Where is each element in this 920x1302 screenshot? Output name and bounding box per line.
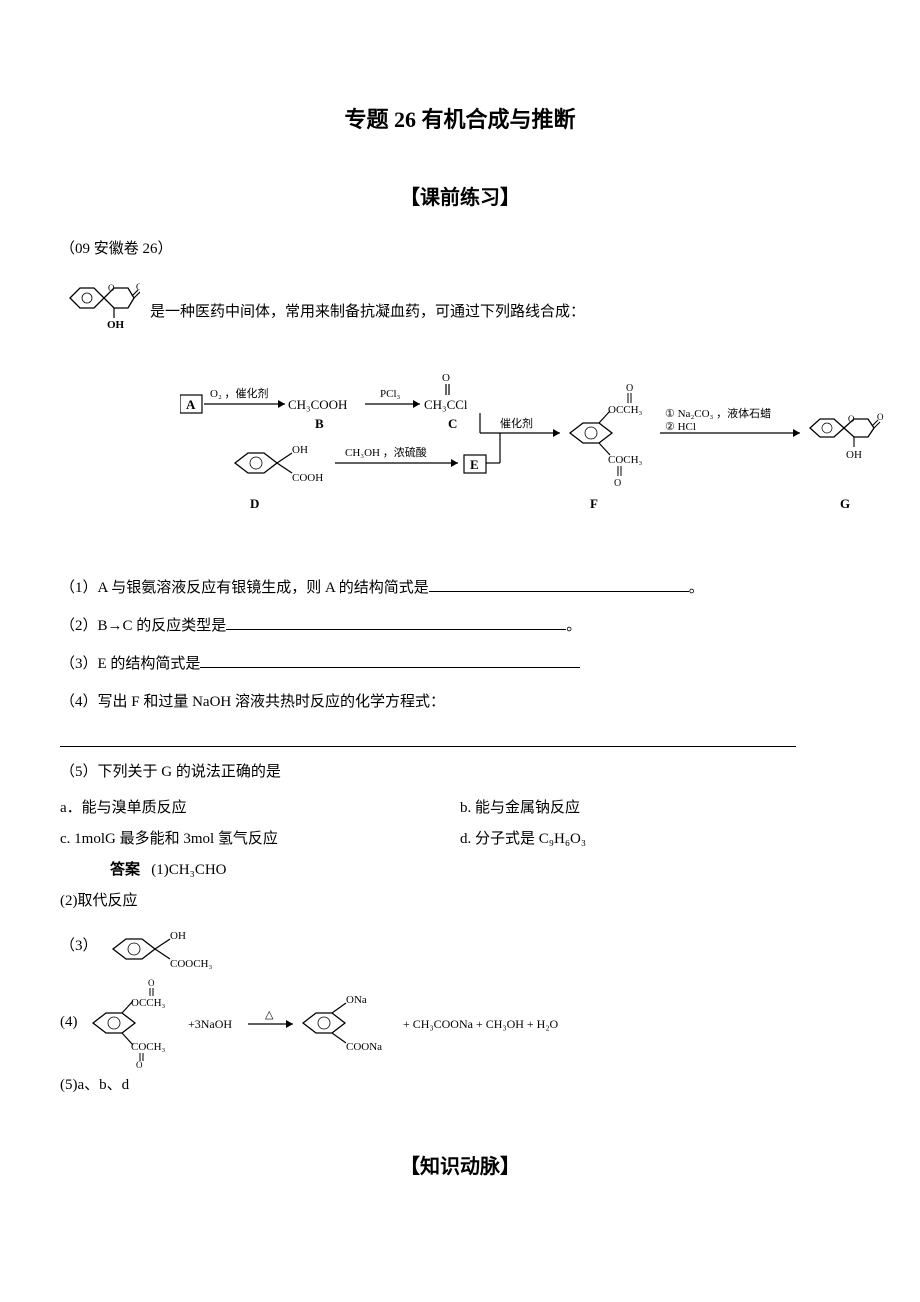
- option-b: b. 能与金属钠反应: [460, 795, 860, 822]
- svg-text:O: O: [136, 1060, 143, 1068]
- svg-text:E: E: [470, 457, 479, 472]
- answer-5: (5)a、b、d: [60, 1072, 860, 1099]
- question-5: （5）下列关于 G 的说法正确的是: [60, 757, 860, 787]
- svg-text:COCH₃: COCH₃: [608, 454, 643, 466]
- option-a: a．能与溴单质反应: [60, 795, 460, 822]
- section-knowledge: 【知识动脉】: [60, 1149, 860, 1185]
- svg-text:O: O: [108, 283, 115, 293]
- section-preclass: 【课前练习】: [60, 180, 860, 216]
- intro-text: 是一种医药中间体，常用来制备抗凝血药，可通过下列路线合成：: [150, 299, 585, 326]
- question-4: （4）写出 F 和过量 NaOH 溶液共热时反应的化学方程式：: [60, 687, 860, 717]
- svg-text:COOH: COOH: [292, 472, 323, 484]
- blank-long-q4: [60, 727, 796, 746]
- source-reference: （09 安徽卷 26）: [60, 236, 860, 263]
- answer-4-row: (4) O OCCH₃ COCH₃ O +3NaOH △ ONa COONa +…: [60, 978, 860, 1068]
- answer-4-equation-icon: O OCCH₃ COCH₃ O +3NaOH △ ONa COONa + CH₃…: [78, 978, 638, 1068]
- answer-label: 答案: [110, 862, 140, 878]
- svg-text:O₂ ，催化剂: O₂ ，催化剂: [210, 386, 269, 400]
- option-c: c. 1molG 最多能和 3mol 氢气反应: [60, 826, 460, 853]
- svg-text:D: D: [250, 496, 259, 511]
- reaction-scheme: A O₂ ，催化剂 CH₃COOH B PCl₃ O CH₃CCl C OH C…: [180, 373, 860, 544]
- svg-text:OCCH₃: OCCH₃: [608, 404, 643, 416]
- answer-3-label: （3）: [60, 933, 98, 960]
- svg-text:COOCH₃: COOCH₃: [170, 958, 213, 970]
- svg-text:+3NaOH: +3NaOH: [188, 1017, 232, 1031]
- svg-text:△: △: [265, 1009, 274, 1021]
- svg-text:O: O: [148, 978, 155, 988]
- svg-text:CH₃OH ，浓硫酸: CH₃OH ，浓硫酸: [345, 445, 427, 459]
- svg-text:C: C: [448, 416, 457, 431]
- svg-text:催化剂: 催化剂: [500, 416, 533, 430]
- options-row-1: a．能与溴单质反应 b. 能与金属钠反应: [60, 795, 860, 822]
- question-1: （1）A 与银氨溶液反应有银镜生成，则 A 的结构简式是。: [60, 573, 860, 603]
- svg-text:B: B: [315, 416, 324, 431]
- answer-2: (2)取代反应: [60, 888, 860, 915]
- question-2: （2）B→C 的反应类型是。: [60, 611, 860, 641]
- svg-text:COCH₃: COCH₃: [131, 1041, 166, 1053]
- svg-text:OCCH₃: OCCH₃: [131, 997, 166, 1009]
- svg-text:O: O: [626, 383, 633, 394]
- svg-text:② HCl: ② HCl: [665, 421, 696, 433]
- svg-text:OH: OH: [292, 444, 308, 456]
- svg-text:O: O: [614, 478, 621, 489]
- svg-text:O: O: [848, 414, 855, 424]
- intro-molecule-icon: O O OH: [60, 278, 140, 348]
- svg-text:O: O: [877, 412, 884, 422]
- svg-text:G: G: [840, 496, 850, 511]
- answer-4-label: (4): [60, 1009, 78, 1036]
- svg-text:F: F: [590, 496, 598, 511]
- svg-text:O: O: [442, 373, 450, 384]
- main-title: 专题 26 有机合成与推断: [60, 100, 860, 140]
- svg-text:COONa: COONa: [346, 1041, 382, 1053]
- svg-text:O: O: [136, 282, 140, 292]
- answer-1: (1)CH₃CHO: [151, 862, 226, 878]
- svg-text:A: A: [186, 397, 196, 412]
- question-3: （3）E 的结构简式是: [60, 649, 860, 679]
- option-d: d. 分子式是 C₉H₆O₃: [460, 826, 860, 853]
- intro-line: O O OH 是一种医药中间体，常用来制备抗凝血药，可通过下列路线合成：: [60, 278, 860, 348]
- svg-text:PCl₃: PCl₃: [380, 388, 401, 400]
- svg-text:OH: OH: [107, 319, 125, 331]
- svg-text:OH: OH: [846, 449, 862, 461]
- svg-text:+ CH₃COONa + CH₃OH + H₂O: + CH₃COONa + CH₃OH + H₂O: [403, 1017, 559, 1031]
- svg-text:① Na₂CO₃ ，液体石蜡: ① Na₂CO₃ ，液体石蜡: [665, 406, 771, 420]
- svg-text:ONa: ONa: [346, 994, 367, 1006]
- answer-1-line: 答案 (1)CH₃CHO: [60, 857, 860, 884]
- answer-3-structure-icon: OH COOCH₃: [98, 919, 238, 974]
- svg-text:CH₃COOH: CH₃COOH: [288, 397, 347, 412]
- svg-text:OH: OH: [170, 930, 186, 942]
- answer-3-row: （3） OH COOCH₃: [60, 919, 860, 974]
- svg-text:CH₃CCl: CH₃CCl: [424, 397, 468, 412]
- options-row-2: c. 1molG 最多能和 3mol 氢气反应 d. 分子式是 C₉H₆O₃: [60, 826, 860, 853]
